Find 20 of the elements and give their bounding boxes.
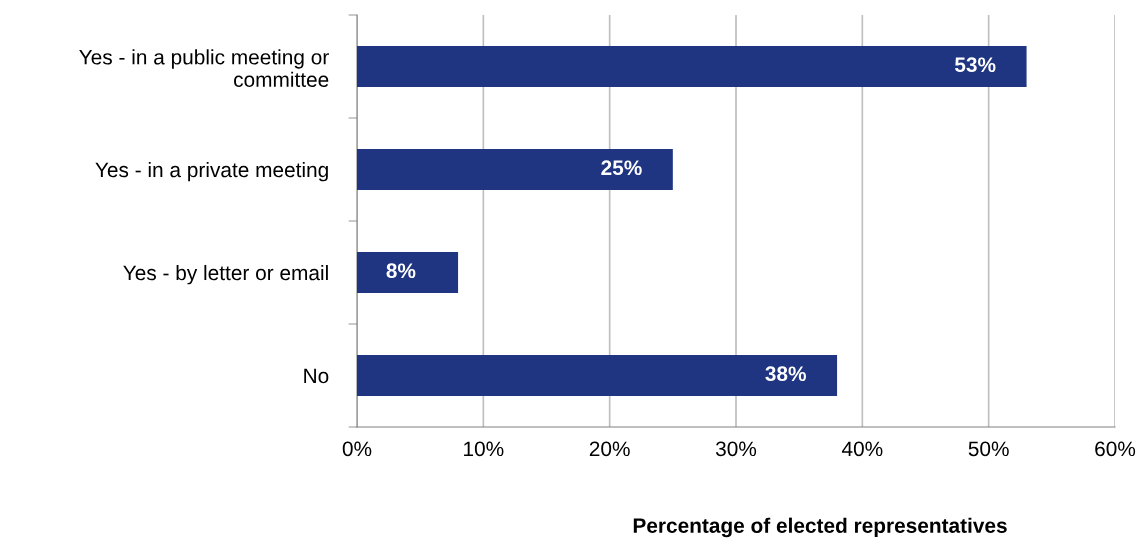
bar: [357, 251, 459, 294]
x-tick-label: 20%: [589, 441, 630, 457]
x-axis-title: Percentage of elected representatives: [633, 517, 1007, 538]
x-tick-label: 40%: [841, 441, 883, 457]
x-tick-label: 30%: [715, 441, 757, 457]
bar: [357, 148, 673, 191]
y-tick-label: No: [304, 368, 329, 384]
y-tick-label: Yes - by letter or email: [123, 264, 328, 285]
x-tick-label: 0%: [342, 441, 372, 457]
x-tick-label: 50%: [968, 441, 1009, 457]
data-label: 8%: [386, 263, 416, 279]
x-tick-label: 60%: [1095, 441, 1136, 457]
data-label: 38%: [765, 366, 806, 382]
y-tick-label: Yes - in a private meeting: [95, 161, 328, 182]
x-tick-label: 10%: [464, 441, 504, 457]
bar: [357, 354, 838, 397]
bar: [357, 45, 1027, 88]
data-label: 25%: [601, 160, 642, 176]
y-tick-label: Yes - in a public meeting or committee: [79, 49, 329, 87]
data-label: 53%: [954, 57, 996, 73]
